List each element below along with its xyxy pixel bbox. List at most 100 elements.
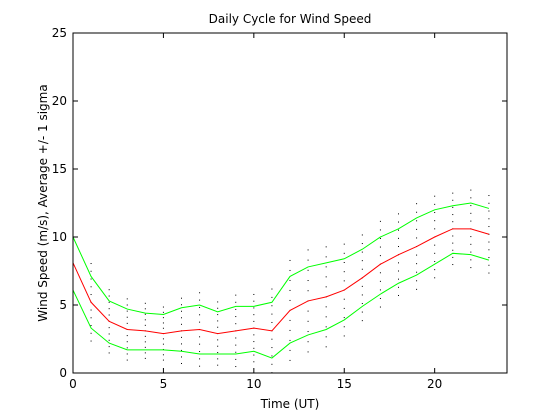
scatter-point	[253, 347, 255, 349]
scatter-point	[199, 306, 201, 308]
scatter-point	[416, 203, 418, 205]
scatter-point	[488, 218, 490, 220]
scatter-point	[181, 349, 182, 351]
scatter-point	[199, 292, 201, 294]
x-tick-label: 20	[427, 377, 442, 391]
scatter-point	[253, 334, 255, 336]
scatter-point	[434, 269, 436, 271]
scatter-point	[379, 255, 381, 257]
scatter-point	[162, 317, 164, 319]
series-line-average	[72, 228, 490, 335]
scatter-point	[253, 361, 255, 363]
scatter-point	[162, 311, 164, 313]
scatter-point	[253, 341, 255, 343]
plot-frame	[72, 32, 508, 374]
scatter-point	[325, 326, 327, 328]
scatter-point	[488, 249, 490, 251]
scatter-point	[90, 294, 92, 296]
scatter-point	[108, 289, 110, 291]
scatter-point	[470, 189, 472, 191]
scatter-point	[253, 307, 255, 309]
scatter-point	[379, 297, 381, 299]
scatter-point	[144, 308, 146, 310]
scatter-point	[181, 356, 182, 358]
scatter-point	[434, 220, 436, 222]
scatter-point	[470, 267, 472, 269]
y-axis-label: Wind Speed (m/s), Average +/- 1 sigma	[36, 84, 50, 321]
scatter-point	[235, 294, 237, 296]
scatter-point	[199, 314, 201, 316]
scatter-point	[325, 306, 327, 308]
scatter-point	[452, 256, 454, 258]
scatter-point	[199, 358, 201, 360]
scatter-point	[307, 259, 309, 261]
scatter-point	[361, 294, 363, 296]
scatter-point	[379, 220, 381, 222]
scatter-point	[289, 269, 291, 271]
scatter-point	[289, 339, 291, 341]
scatter-point	[217, 345, 219, 347]
scatter-point	[361, 303, 363, 304]
scatter-point	[488, 202, 490, 204]
scatter-point	[271, 296, 273, 298]
scatter-point	[90, 340, 92, 342]
scatter-point	[434, 277, 436, 279]
scatter-point	[361, 311, 363, 313]
scatter-point	[343, 271, 345, 273]
x-tick-label: 10	[246, 377, 261, 391]
scatter-point	[470, 236, 472, 238]
scatter-point	[144, 352, 146, 354]
scatter-point	[416, 254, 418, 256]
scatter-point	[235, 308, 237, 310]
scatter-point	[434, 212, 436, 214]
scatter-point	[307, 249, 309, 251]
scatter-point	[379, 229, 381, 231]
scatter-point	[144, 346, 146, 348]
scatter-point	[289, 299, 291, 301]
scatter-point	[307, 351, 309, 353]
scatter-point	[343, 298, 345, 300]
scatter-point	[361, 268, 363, 270]
scatter-point	[289, 259, 291, 261]
scatter-point	[488, 264, 490, 266]
scatter-point	[253, 293, 255, 295]
scatter-point	[452, 192, 454, 194]
scatter-point	[398, 229, 399, 231]
scatter-point	[470, 197, 472, 199]
scatter-point	[289, 279, 291, 281]
series-lines	[72, 202, 490, 359]
scatter-point	[325, 286, 327, 288]
scatter-point	[325, 336, 327, 338]
scatter-point	[398, 237, 399, 239]
scatter-point	[126, 298, 128, 300]
scatter-point	[235, 358, 237, 360]
scatter-point	[126, 310, 128, 312]
scatter-point	[271, 305, 273, 307]
scatter-point	[452, 235, 454, 237]
scatter-point	[271, 321, 273, 323]
scatter-point	[217, 326, 219, 328]
scatter-point	[470, 212, 472, 214]
scatter-point	[434, 203, 436, 205]
scatter-point	[181, 304, 182, 306]
scatter-point	[235, 323, 237, 325]
scatter-point	[325, 346, 327, 348]
scatter-point	[379, 246, 381, 248]
chart-title: Daily Cycle for Wind Speed	[209, 12, 372, 26]
scatter-point	[325, 246, 327, 248]
scatter-point	[217, 307, 219, 309]
scatter-point	[253, 354, 255, 356]
scatter-point	[199, 343, 201, 345]
scatter-point	[470, 220, 472, 222]
scatter-point	[307, 280, 309, 282]
scatter-point	[398, 294, 399, 296]
scatter-point	[144, 335, 146, 337]
scatter-point	[108, 327, 110, 329]
scatter-point	[361, 260, 363, 262]
scatter-point	[343, 307, 345, 309]
scatter-point	[289, 349, 291, 351]
scatter-point	[398, 246, 399, 248]
scatter-point	[343, 317, 345, 319]
axis-ticks: 0 5 10 15 20 0 5 10 15 20 25	[52, 26, 507, 391]
